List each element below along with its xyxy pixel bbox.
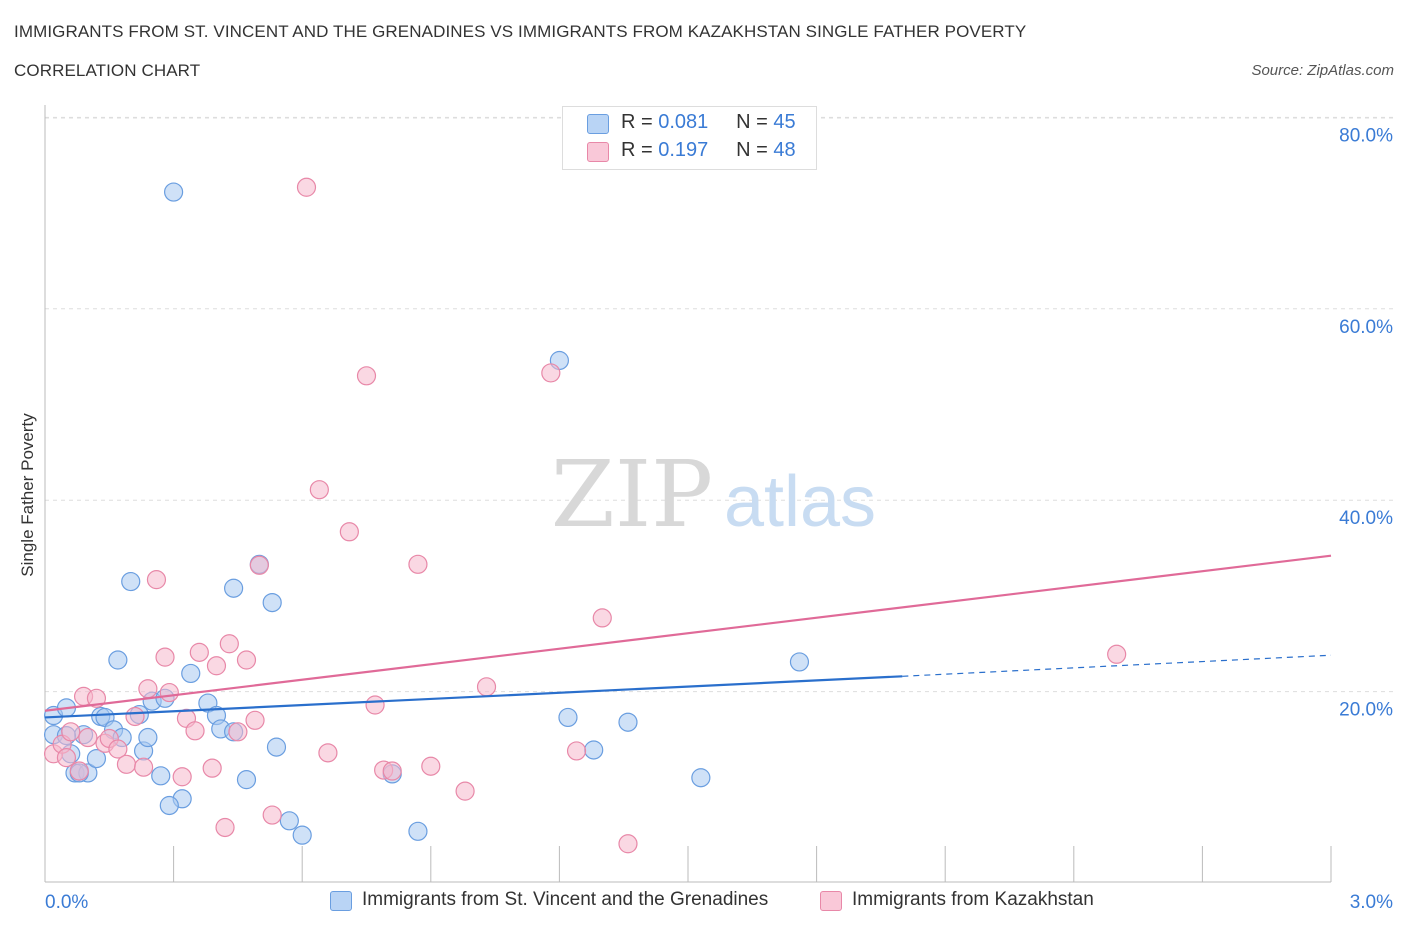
pink-data-point bbox=[339, 522, 359, 542]
pink-data-point bbox=[202, 758, 222, 778]
legend-r-value: 0.081 bbox=[658, 111, 709, 133]
chart-title-line2: CORRELATION CHART bbox=[14, 61, 201, 80]
pink-data-point bbox=[125, 706, 145, 727]
pink-data-point bbox=[61, 722, 81, 742]
tick-labels: 20.0% 40.0% 60.0% 80.0% 0.0% 3.0% bbox=[45, 125, 1393, 913]
blue-data-point bbox=[691, 768, 711, 788]
pink-data-point bbox=[408, 554, 428, 574]
blue-swatch bbox=[330, 891, 352, 911]
y-tick-label: 80.0% bbox=[1339, 125, 1393, 146]
blue-data-point bbox=[266, 737, 287, 757]
pink-data-point bbox=[219, 634, 239, 654]
pink-data-point bbox=[159, 682, 179, 703]
trend-lines bbox=[44, 554, 1332, 719]
pink-data-point bbox=[116, 754, 137, 774]
legend-r-label: R = bbox=[621, 111, 653, 133]
blue-data-point bbox=[108, 650, 128, 670]
y-tick-label: 20.0% bbox=[1339, 700, 1393, 721]
pink-data-point bbox=[108, 739, 128, 759]
data-points bbox=[43, 177, 1127, 854]
pink-data-point bbox=[1107, 644, 1127, 664]
pink-data-point bbox=[206, 656, 227, 676]
pink-data-point bbox=[215, 817, 235, 838]
blue-data-point bbox=[279, 811, 299, 831]
pink-data-point bbox=[249, 555, 269, 575]
blue-data-point bbox=[408, 821, 428, 841]
blue-data-point bbox=[224, 578, 244, 598]
watermark-zip: ZIP bbox=[551, 441, 713, 548]
pink-data-point bbox=[476, 677, 497, 697]
legend-n-value: 45 bbox=[773, 111, 796, 133]
pink-data-point bbox=[56, 748, 77, 768]
pink-data-point bbox=[133, 757, 154, 777]
axes bbox=[44, 105, 1332, 883]
x-tick-label: 0.0% bbox=[45, 892, 88, 913]
legend-r-label: R = bbox=[621, 139, 653, 161]
legend-n-label: N = bbox=[736, 139, 768, 161]
pink-data-point bbox=[318, 743, 338, 763]
legend-n-label: N = bbox=[736, 111, 768, 133]
pink-data-point bbox=[618, 834, 638, 854]
pink-data-point bbox=[138, 679, 158, 699]
pink-data-point bbox=[69, 761, 89, 781]
chart-title-line1: IMMIGRANTS FROM ST. VINCENT AND THE GREN… bbox=[14, 22, 1027, 41]
blue-data-point bbox=[262, 592, 282, 613]
blue-data-point bbox=[558, 707, 578, 728]
pink-data-point bbox=[309, 480, 329, 500]
pink-data-point bbox=[382, 761, 402, 781]
pink-data-point bbox=[296, 177, 317, 197]
correlation-legend: R = 0.081 N = 45 R = 0.197 N = 48 bbox=[562, 106, 817, 170]
legend-r-value: 0.197 bbox=[658, 139, 709, 161]
pink-data-point bbox=[78, 727, 98, 748]
blue-swatch bbox=[587, 114, 609, 134]
blue-data-point bbox=[236, 770, 257, 790]
pink-swatch bbox=[820, 891, 842, 911]
watermark-atlas: atlas bbox=[724, 462, 876, 542]
grid-lines bbox=[45, 116, 1395, 693]
legend-n-value: 48 bbox=[773, 139, 796, 161]
blue-trend-line-extrapolated bbox=[902, 654, 1332, 677]
pink-data-point bbox=[189, 642, 209, 662]
pink-data-point bbox=[228, 722, 248, 742]
y-tick-label: 40.0% bbox=[1339, 508, 1393, 529]
pink-data-point bbox=[262, 805, 282, 825]
pink-data-point bbox=[172, 767, 192, 787]
pink-data-point bbox=[155, 647, 175, 667]
pink-data-point bbox=[86, 688, 107, 708]
pink-data-point bbox=[421, 756, 441, 776]
pink-data-point bbox=[146, 570, 167, 590]
blue-data-point bbox=[159, 795, 179, 816]
watermark: ZIP atlas bbox=[551, 441, 876, 548]
x-tick-label: 3.0% bbox=[1350, 892, 1393, 913]
source-label: Source: ZipAtlas.com bbox=[1251, 62, 1394, 79]
pink-data-point bbox=[566, 741, 587, 761]
pink-data-point bbox=[365, 695, 385, 715]
blue-data-point bbox=[292, 825, 312, 845]
bottom-legend-label: Immigrants from Kazakhstan bbox=[852, 889, 1094, 910]
blue-data-point bbox=[618, 712, 638, 732]
pink-data-point bbox=[245, 710, 265, 730]
blue-data-point bbox=[86, 748, 107, 769]
blue-data-point bbox=[138, 727, 158, 748]
y-tick-label: 60.0% bbox=[1339, 317, 1393, 338]
pink-data-point bbox=[356, 366, 377, 386]
pink-swatch bbox=[587, 142, 609, 162]
blue-data-point bbox=[181, 663, 201, 684]
blue-data-point bbox=[584, 740, 604, 760]
pink-data-point bbox=[236, 650, 257, 670]
bottom-legend-label: Immigrants from St. Vincent and the Gren… bbox=[362, 889, 769, 910]
blue-data-point bbox=[789, 652, 810, 672]
pink-trend-line bbox=[44, 554, 1332, 712]
pink-data-point bbox=[455, 781, 475, 801]
pink-data-point bbox=[541, 363, 561, 383]
pink-data-point bbox=[592, 608, 612, 628]
blue-data-point bbox=[164, 182, 184, 202]
pink-data-point bbox=[185, 721, 205, 741]
blue-trend-line bbox=[44, 675, 903, 719]
blue-data-point bbox=[151, 766, 171, 786]
blue-data-point bbox=[121, 571, 141, 592]
